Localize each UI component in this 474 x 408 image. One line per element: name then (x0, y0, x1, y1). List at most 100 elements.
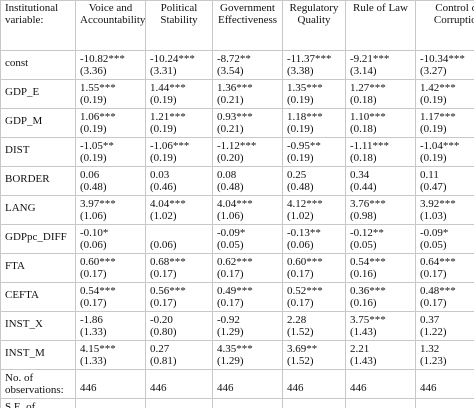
coefficient: 1.36*** (217, 82, 253, 94)
column-header: Institutional variable: (0, 0, 76, 51)
row-label: INST_M (0, 340, 76, 370)
table-cell: 1.36*** (0.21) (212, 79, 283, 109)
table-cell: 0.62*** (0.17) (212, 253, 283, 283)
std-error: (0.18) (350, 94, 377, 106)
std-error: (0.19) (287, 152, 314, 164)
coefficient: 0.08 (217, 169, 237, 181)
std-error: (0.05) (350, 239, 377, 251)
column-header: Control of Corruption (415, 0, 474, 51)
coefficient: -0.10* (80, 227, 109, 239)
table-cell: 3.76*** (0.98) (345, 195, 416, 225)
footer-value: 1.36 (75, 398, 146, 408)
coefficient: 0.06 (80, 169, 100, 181)
table-row: GDPpc_DIFF -0.10* (0.06) (0.06) -0.09* (0.05… (0, 224, 474, 254)
footer-row: No. of observations: 446 446 446 446 446 446 (0, 369, 474, 399)
table-cell: 1.27*** (0.18) (345, 79, 416, 109)
table-cell: 4.04*** (1.06) (212, 195, 283, 225)
table-cell: 1.44*** (0.19) (145, 79, 213, 109)
coefficient: -8.72** (217, 53, 251, 65)
coefficient: 1.44*** (150, 82, 186, 94)
row-label: DIST (0, 137, 76, 167)
table-cell: -0.10* (0.06) (75, 224, 146, 254)
std-error: (0.19) (150, 94, 177, 106)
std-error: (0.17) (150, 268, 177, 280)
std-error: (1.22) (420, 326, 447, 338)
std-error: (0.18) (350, 123, 377, 135)
coefficient: 3.69** (287, 343, 318, 355)
coefficient: 0.25 (287, 169, 307, 181)
table-cell: 1.17*** (0.19) (415, 108, 474, 138)
std-error: (1.52) (287, 326, 314, 338)
table-cell: -0.12** (0.05) (345, 224, 416, 254)
std-error: (0.06) (287, 239, 314, 251)
coefficient: 0.62*** (217, 256, 253, 268)
footer-value: 1.34 (212, 398, 283, 408)
table-row: DIST -1.05** (0.19) -1.06*** (0.19) -1.12***(… (0, 137, 474, 167)
coefficient: 0.54*** (80, 285, 116, 297)
table-cell: -0.09* (0.05) (415, 224, 474, 254)
table-cell: 2.21 (1.43) (345, 340, 416, 370)
coefficient: 3.76*** (350, 198, 386, 210)
coefficient: 0.11 (420, 169, 439, 181)
table-row: GDP_E 1.55*** (0.19) 1.44*** (0.19) 1.36*** (0… (0, 79, 474, 109)
table-cell: 0.27 (0.81) (145, 340, 213, 370)
std-error: (3.38) (287, 65, 314, 77)
table-cell: -0.20 (0.80) (145, 311, 213, 341)
std-error: (0.21) (217, 94, 244, 106)
row-label: BORDER (0, 166, 76, 196)
footer-value: 446 (145, 369, 213, 399)
std-error: (0.48) (80, 181, 107, 193)
coefficient: 0.49*** (217, 285, 253, 297)
coefficient: -9.21*** (350, 53, 390, 65)
row-label: GDP_E (0, 79, 76, 109)
std-error: (1.33) (80, 355, 107, 367)
table-row: BORDER 0.06 (0.48) 0.03 (0.46) 0.08 (0.48) 0.25… (0, 166, 474, 196)
std-error: (0.06) (80, 239, 107, 251)
table-cell: 1.42*** (0.19) (415, 79, 474, 109)
std-error: (1.52) (287, 355, 314, 367)
table-cell: -8.72** (3.54) (212, 50, 283, 80)
std-error: (1.02) (287, 210, 314, 222)
coefficient: 0.48*** (420, 285, 456, 297)
column-header: Political Stability (145, 0, 213, 51)
table-cell: -0.95** (0.19) (282, 137, 346, 167)
std-error: (0.06) (150, 239, 177, 251)
footer-value: 446 (345, 369, 416, 399)
coefficient: 0.60*** (80, 256, 116, 268)
footer-value: 1.36 (345, 398, 416, 408)
table-cell: 1.32 (1.23) (415, 340, 474, 370)
table-cell: 2.28 (1.52) (282, 311, 346, 341)
table-cell: 0.56*** (0.17) (145, 282, 213, 312)
std-error: (0.20) (217, 152, 244, 164)
coefficient: 1.32 (420, 343, 440, 355)
row-label: GDP_M (0, 108, 76, 138)
std-error: (0.80) (150, 326, 177, 338)
table-cell: 1.35*** (0.19) (282, 79, 346, 109)
std-error: (0.81) (150, 355, 177, 367)
table-cell: 0.36*** (0.16) (345, 282, 416, 312)
std-error: (0.98) (350, 210, 377, 222)
table-cell: -0.13** (0.06) (282, 224, 346, 254)
table-cell: -10.82*** (3.36) (75, 50, 146, 80)
std-error: (0.19) (420, 123, 447, 135)
std-error: (0.18) (350, 152, 377, 164)
coefficient: 0.54*** (350, 256, 386, 268)
table-cell: -1.12*** (0.20) (212, 137, 283, 167)
table-cell: -1.05** (0.19) (75, 137, 146, 167)
table-cell: 0.52*** (0.17) (282, 282, 346, 312)
row-label: const (0, 50, 76, 80)
table-cell: 0.37 (1.22) (415, 311, 474, 341)
row-label: No. of observations: (0, 369, 76, 399)
table-cell: (0.06) (145, 224, 213, 254)
std-error: (0.17) (217, 268, 244, 280)
table-cell: 4.15*** (1.33) (75, 340, 146, 370)
footer-value: 446 (212, 369, 283, 399)
table-cell: 4.35*** (1.29) (212, 340, 283, 370)
std-error: (1.06) (80, 210, 107, 222)
column-header: Government Effectiveness (212, 0, 283, 51)
coefficient: -0.92 (217, 314, 240, 326)
table-cell: 0.03 (0.46) (145, 166, 213, 196)
std-error: (1.33) (80, 326, 107, 338)
row-label: FTA (0, 253, 76, 283)
